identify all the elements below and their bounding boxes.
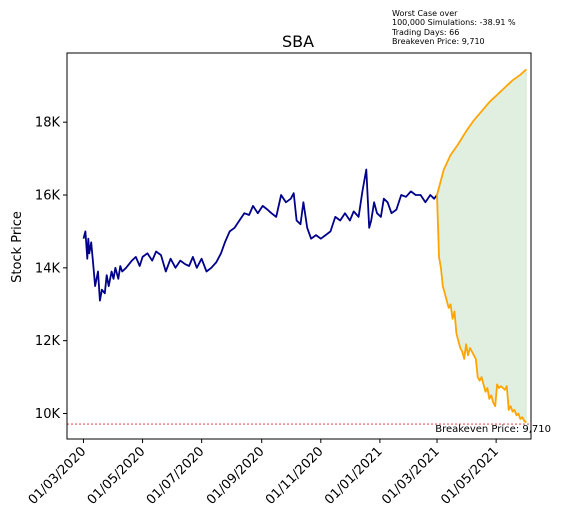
x-tick-label: 01/05/2020 [85,444,149,508]
plot-frame [66,52,532,440]
y-tick-label: 10K [35,407,61,422]
y-axis-label: Stock Price [10,211,25,283]
x-tick-label: 01/03/2021 [379,444,443,508]
annotation-line-3: Trading Days: 66 [392,27,460,37]
annotation-line-1: Worst Case over [392,9,458,18]
chart-title: SBA [282,32,314,51]
x-tick-label: 01/11/2020 [263,444,327,508]
projection-band [436,68,527,424]
x-tick-label: 01/01/2021 [322,444,386,508]
x-tick-label: 01/03/2020 [26,444,90,508]
projection-lower-line [436,194,527,424]
plot-area [67,68,531,425]
x-tick-label: 01/09/2020 [204,444,268,508]
x-tick-label: 01/07/2020 [144,444,208,508]
y-tick-label: 12K [35,334,61,349]
y-tick-label: 14K [35,261,61,276]
breakeven-label: Breakeven Price: 9,710 [435,424,551,435]
x-tick-label: 01/05/2021 [438,444,502,508]
simulation-summary-annotation: Worst Case over 100,000 Simulations: -38… [392,9,516,46]
y-tick-label: 18K [35,116,61,131]
y-tick-label: 16K [35,189,61,204]
annotation-line-2: 100,000 Simulations: -38.91 % [392,18,516,28]
historical-price-line [82,168,438,302]
projection-upper-line [436,68,527,196]
annotation-line-4: Breakeven Price: 9,710 [392,36,485,46]
